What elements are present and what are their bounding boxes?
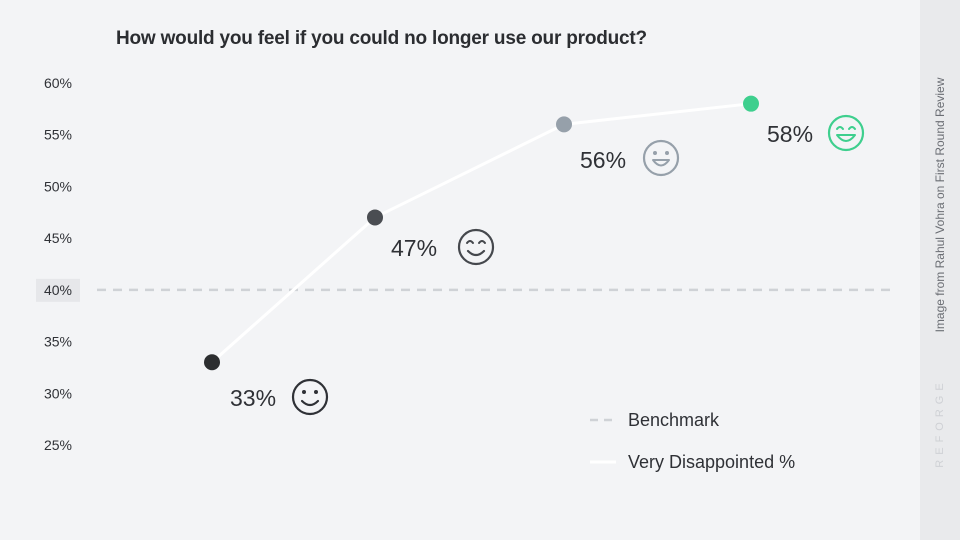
- data-label: 58%: [767, 121, 813, 147]
- legend-label-benchmark: Benchmark: [628, 410, 720, 430]
- blush-face-icon: [457, 228, 495, 266]
- legend-label-very-disappointed: Very Disappointed %: [628, 452, 795, 472]
- highlighted-tick-background: [36, 278, 80, 302]
- y-tick-label: 35%: [44, 334, 72, 350]
- series-line-very-disappointed: [210, 102, 753, 364]
- grin-face-icon: [642, 139, 680, 177]
- y-tick-label: 55%: [44, 127, 72, 143]
- reforge-watermark: REFORGE: [934, 378, 946, 468]
- chart-area: 60% 55% 50% 45% 40% 35% 30% 25% 33% 47% 56% 58% Be…: [36, 75, 890, 472]
- data-label: 56%: [580, 147, 626, 173]
- y-axis: 60% 55% 50% 45% 40% 35% 30% 25%: [36, 75, 80, 453]
- data-label: 47%: [391, 235, 437, 261]
- data-point: [367, 209, 383, 226]
- y-tick-label: 60%: [44, 75, 72, 91]
- chart-title: How would you feel if you could no longe…: [116, 28, 647, 49]
- data-point: [556, 116, 572, 133]
- y-tick-label: 40%: [44, 282, 72, 298]
- points-group: [204, 95, 759, 371]
- value-labels-group: 33% 47% 56% 58%: [230, 114, 865, 416]
- image-credit: Image from Rahul Vohra on First Round Re…: [933, 77, 947, 333]
- y-tick-label: 50%: [44, 178, 72, 194]
- y-tick-label: 25%: [44, 437, 72, 453]
- smile-face-icon: [291, 378, 329, 416]
- series-group: [210, 102, 753, 364]
- y-tick-label: 45%: [44, 230, 72, 246]
- legend: Benchmark Very Disappointed %: [590, 410, 795, 472]
- data-point: [204, 354, 220, 371]
- side-panel: [920, 0, 960, 540]
- data-point: [743, 95, 759, 112]
- y-tick-label: 30%: [44, 385, 72, 401]
- laugh-face-icon: [827, 114, 865, 152]
- data-label: 33%: [230, 385, 276, 411]
